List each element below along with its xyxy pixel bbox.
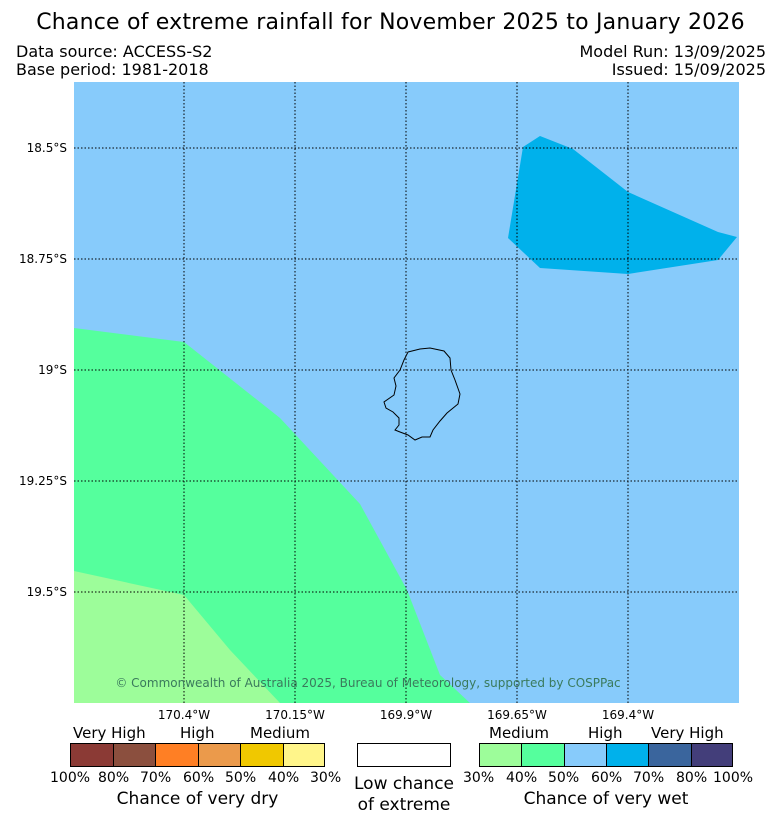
lon-label-169-65: 169.65°W — [487, 708, 547, 722]
legend-dry-tick: 80% — [98, 770, 130, 786]
legend-wet-caption: Chance of very wet — [523, 789, 689, 809]
legend-dry-high: High — [180, 724, 215, 742]
legend-wet-swatch — [648, 743, 692, 767]
model-run: Model Run: 13/09/2025 — [579, 42, 767, 61]
legend-dry-medium: Medium — [250, 724, 310, 742]
legend-dry-tick: 60% — [183, 770, 215, 786]
copyright-text: © Commonwealth of Australia 2025, Bureau… — [115, 676, 620, 690]
legend-wet-swatch — [479, 743, 523, 767]
legend-wet-swatch — [690, 743, 733, 767]
legend-wet-tick: 80% — [676, 770, 708, 786]
legend-dry-swatch — [70, 743, 114, 767]
region-medium-wet-light — [74, 571, 280, 703]
lat-label-18-5: 18.5°S — [26, 141, 67, 155]
legend-wet-high: High — [588, 724, 623, 742]
legend-dry-swatch — [155, 743, 199, 767]
legend-wet-tick: 40% — [506, 770, 538, 786]
legend-dry-tick: 100% — [50, 770, 91, 786]
legend-dry-tick: 50% — [225, 770, 257, 786]
legend-wet-tick: 30% — [463, 770, 495, 786]
legend-dry-very-high: Very High — [73, 724, 146, 742]
legend-dry-tick: 40% — [268, 770, 300, 786]
legend-neutral-caption-1: Low chance — [354, 774, 454, 794]
legend-dry-tick: 70% — [140, 770, 172, 786]
legend-wet-very-high: Very High — [651, 724, 724, 742]
grid-lines — [74, 82, 739, 703]
legend-wet-tick: 50% — [548, 770, 580, 786]
map-title: Chance of extreme rainfall for November … — [36, 10, 745, 35]
region-very-high-wet — [508, 136, 737, 274]
lon-label-169-9: 169.9°W — [379, 708, 433, 722]
legend-neutral-swatch — [357, 743, 451, 767]
legend-dry-caption: Chance of very dry — [116, 789, 279, 809]
base-period: Base period: 1981-2018 — [16, 60, 209, 79]
legend-wet-tick: 100% — [713, 770, 754, 786]
legend-dry-swatch — [112, 743, 156, 767]
issued-date: Issued: 15/09/2025 — [611, 60, 766, 79]
legend-neutral-caption-2: of extreme — [357, 795, 451, 815]
lat-label-18-75: 18.75°S — [19, 252, 67, 266]
legend-dry-tick: 30% — [310, 770, 342, 786]
legend-wet-swatch — [521, 743, 565, 767]
legend-wet-swatch — [606, 743, 650, 767]
lat-label-19: 19°S — [38, 363, 67, 377]
lat-label-19-5: 19.5°S — [26, 585, 67, 599]
legend-wet-medium: Medium — [489, 724, 549, 742]
lon-label-170-15: 170.15°W — [265, 708, 325, 722]
legend-wet-tick: 60% — [591, 770, 623, 786]
lon-label-170-4: 170.4°W — [157, 708, 211, 722]
legend-dry-swatch — [282, 743, 325, 767]
data-source: Data source: ACCESS-S2 — [16, 42, 213, 61]
legend-dry-swatch — [240, 743, 284, 767]
legend-dry-swatch — [197, 743, 241, 767]
lon-label-169-4: 169.4°W — [601, 708, 655, 722]
legend-wet-tick: 70% — [633, 770, 665, 786]
island-outline — [383, 347, 461, 441]
lat-label-19-25: 19.25°S — [19, 474, 67, 488]
legend-wet-swatch — [563, 743, 607, 767]
